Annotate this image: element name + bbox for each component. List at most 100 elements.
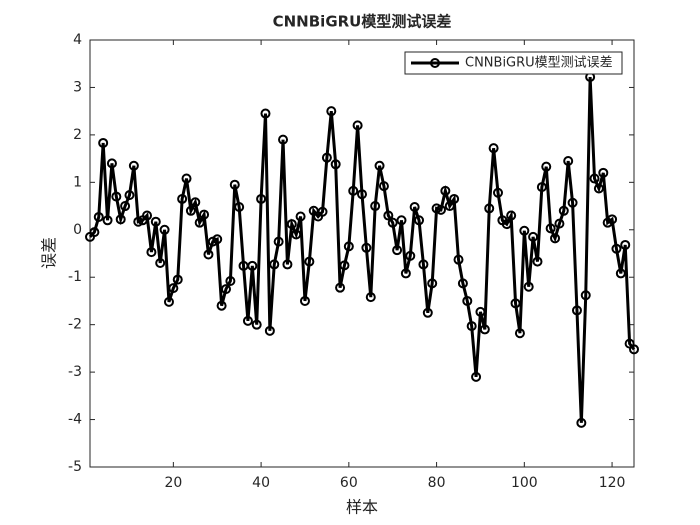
data-point — [282, 259, 293, 270]
data-point — [501, 219, 512, 230]
data-point — [124, 190, 135, 201]
data-point — [155, 257, 166, 268]
x-tick-label: 40 — [252, 475, 270, 491]
data-point — [453, 254, 464, 265]
data-point — [150, 216, 161, 227]
data-point — [159, 224, 170, 235]
y-axis-label: 误差 — [40, 237, 59, 269]
data-point — [181, 173, 192, 184]
data-point — [435, 204, 446, 215]
data-point — [133, 216, 144, 227]
data-point — [260, 108, 271, 119]
data-point — [629, 344, 639, 355]
x-tick-label: 120 — [599, 475, 626, 491]
data-point — [115, 214, 126, 225]
data-point — [348, 185, 359, 196]
data-point — [142, 210, 153, 221]
data-point — [484, 203, 495, 214]
data-point — [444, 201, 455, 212]
data-point — [185, 205, 196, 216]
data-point — [304, 256, 315, 267]
data-point — [607, 214, 618, 225]
data-point — [457, 278, 468, 289]
data-point — [273, 236, 284, 247]
data-point — [172, 274, 183, 285]
y-tick-label: 1 — [73, 174, 82, 190]
data-point — [493, 187, 503, 198]
data-point — [418, 259, 429, 270]
data-point — [194, 217, 205, 228]
data-point — [102, 215, 113, 226]
data-point — [111, 191, 122, 202]
data-point — [256, 193, 267, 204]
data-point — [563, 155, 574, 166]
data-point — [234, 202, 245, 213]
data-point — [225, 276, 236, 287]
data-point — [168, 283, 179, 294]
data-point — [247, 260, 258, 271]
data-point — [449, 193, 460, 204]
data-point — [414, 215, 425, 226]
data-point — [357, 189, 367, 200]
legend-label: CNNBiGRU模型测试误差 — [465, 56, 613, 71]
data-point — [471, 371, 482, 382]
data-point — [396, 215, 407, 226]
y-tick-label: -3 — [68, 364, 82, 380]
data-point — [611, 243, 622, 254]
data-point — [400, 268, 411, 279]
data-point — [383, 210, 394, 221]
y-tick-label: 0 — [73, 222, 82, 238]
data-point — [264, 325, 275, 336]
data-point — [550, 233, 561, 244]
data-point — [343, 241, 354, 252]
data-point — [352, 120, 363, 131]
chart-title: CNNBiGRU模型测试误差 — [273, 13, 452, 31]
data-point — [291, 229, 302, 240]
data-point — [589, 173, 600, 184]
y-tick-label: -2 — [68, 317, 82, 333]
data-point — [286, 219, 297, 230]
data-point — [567, 197, 578, 208]
legend-marker — [430, 58, 440, 68]
data-point — [326, 106, 337, 117]
x-tick-label: 20 — [164, 475, 182, 491]
data-point — [514, 328, 525, 339]
data-point — [532, 256, 543, 267]
data-point — [361, 242, 372, 253]
data-point — [409, 202, 420, 213]
data-point — [120, 201, 131, 212]
data-point — [177, 193, 188, 204]
x-tick-label: 80 — [428, 475, 446, 491]
y-tick-label: -4 — [68, 412, 82, 428]
data-point — [523, 281, 534, 292]
data-point — [321, 152, 332, 163]
y-tick-label: -1 — [68, 269, 82, 285]
series-line — [88, 76, 636, 423]
data-point — [554, 218, 565, 229]
legend-box — [404, 51, 623, 75]
data-point — [98, 137, 109, 148]
data-point — [571, 305, 582, 316]
data-point — [593, 183, 604, 194]
data-point — [576, 417, 587, 428]
data-point — [528, 231, 539, 242]
data-point — [89, 227, 100, 238]
data-point — [106, 158, 117, 169]
data-point — [370, 201, 381, 212]
data-point — [242, 315, 253, 326]
data-point — [93, 211, 104, 222]
x-tick-label: 60 — [340, 475, 358, 491]
data-point — [541, 161, 552, 172]
data-point — [365, 292, 376, 303]
data-point — [510, 298, 521, 309]
data-point — [427, 278, 438, 289]
data-point — [545, 223, 556, 234]
data-point — [615, 268, 626, 279]
y-tick-label: 4 — [73, 32, 82, 48]
data-point — [212, 234, 223, 245]
data-point — [440, 185, 451, 196]
data-point — [475, 306, 486, 317]
data-point — [203, 249, 214, 260]
data-point — [422, 307, 433, 318]
